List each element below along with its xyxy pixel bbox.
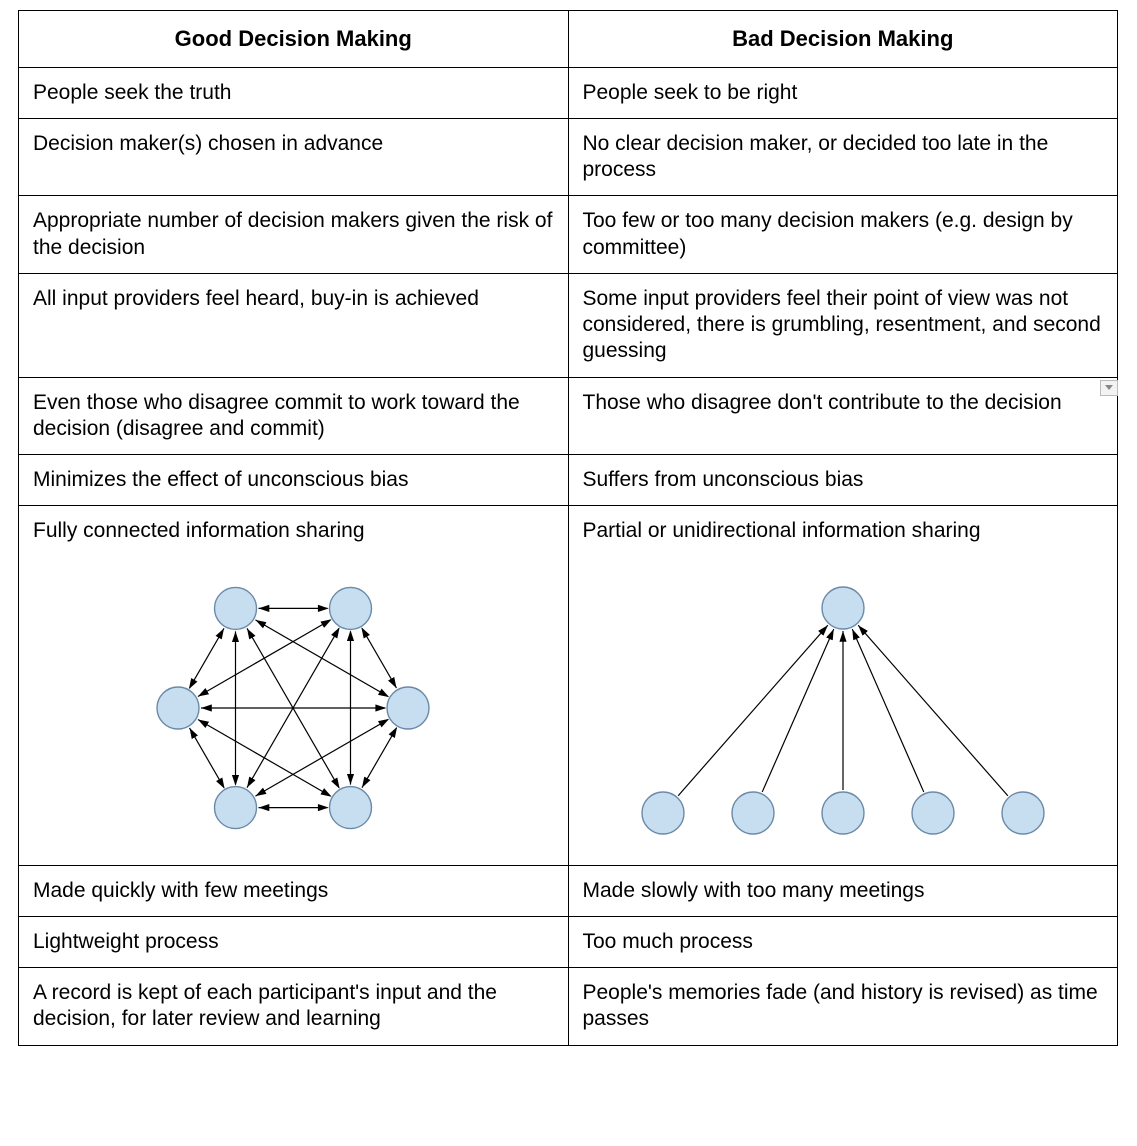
edge [362,727,397,787]
header-bad: Bad Decision Making [568,11,1118,68]
leaf-node [822,792,864,834]
bad-cell: Suffers from unconscious bias [568,455,1118,506]
table-header-row: Good Decision Making Bad Decision Making [19,11,1118,68]
good-diagram-cell: Fully connected information sharing [19,506,569,865]
bad-cell: Some input providers feel their point of… [568,273,1118,377]
table-row: Minimizes the effect of unconscious bias… [19,455,1118,506]
table-row: Made quickly with few meetingsMade slowl… [19,865,1118,916]
star-graph [613,553,1073,853]
bad-cell: Made slowly with too many meetings [568,865,1118,916]
graph-node [215,786,257,828]
edge [852,629,924,792]
good-cell: All input providers feel heard, buy-in i… [19,273,569,377]
bad-cell: People's memories fade (and history is r… [568,968,1118,1046]
edge [198,719,331,796]
table-row: All input providers feel heard, buy-in i… [19,273,1118,377]
good-cell: Appropriate number of decision makers gi… [19,196,569,274]
header-good: Good Decision Making [19,11,569,68]
good-diagram-caption: Fully connected information sharing [33,518,554,544]
bad-cell: Too few or too many decision makers (e.g… [568,196,1118,274]
table-row: Lightweight processToo much process [19,916,1118,967]
table-row: Appropriate number of decision makers gi… [19,196,1118,274]
bad-cell: People seek to be right [568,67,1118,118]
hub-node [822,587,864,629]
good-cell: A record is kept of each participant's i… [19,968,569,1046]
edges [190,608,397,807]
graph-node [330,786,372,828]
bad-diagram-cell: Partial or unidirectional information sh… [568,506,1118,865]
bad-cell: Too much process [568,916,1118,967]
edge [256,619,389,696]
good-cell: People seek the truth [19,67,569,118]
good-cell: Even those who disagree commit to work t… [19,377,569,455]
good-cell: Lightweight process [19,916,569,967]
leaf-node [642,792,684,834]
good-cell: Made quickly with few meetings [19,865,569,916]
edge [858,625,1008,795]
leaf-node [1002,792,1044,834]
table-row: Even those who disagree commit to work t… [19,377,1118,455]
bad-diagram-caption: Partial or unidirectional information sh… [583,518,1104,544]
graph-node [215,587,257,629]
edge [190,628,225,688]
graph-node [330,587,372,629]
bad-cell: No clear decision maker, or decided too … [568,118,1118,196]
bad-cell: Those who disagree don't contribute to t… [568,377,1118,455]
table-row: People seek the truthPeople seek to be r… [19,67,1118,118]
fully-connected-graph [113,553,473,853]
leaf-node [732,792,774,834]
good-cell: Minimizes the effect of unconscious bias [19,455,569,506]
edge [362,628,397,688]
good-cell: Decision maker(s) chosen in advance [19,118,569,196]
edge [190,727,225,787]
table-row: Decision maker(s) chosen in advanceNo cl… [19,118,1118,196]
leaf-node [912,792,954,834]
dropdown-hint-icon[interactable] [1100,380,1118,396]
graph-node [387,687,429,729]
edges [678,625,1008,795]
edge [678,625,828,795]
graph-node [157,687,199,729]
edge [762,629,834,792]
diagram-row: Fully connected information sharing Parti… [19,506,1118,865]
comparison-table: Good Decision Making Bad Decision Making… [18,10,1118,1046]
table-row: A record is kept of each participant's i… [19,968,1118,1046]
